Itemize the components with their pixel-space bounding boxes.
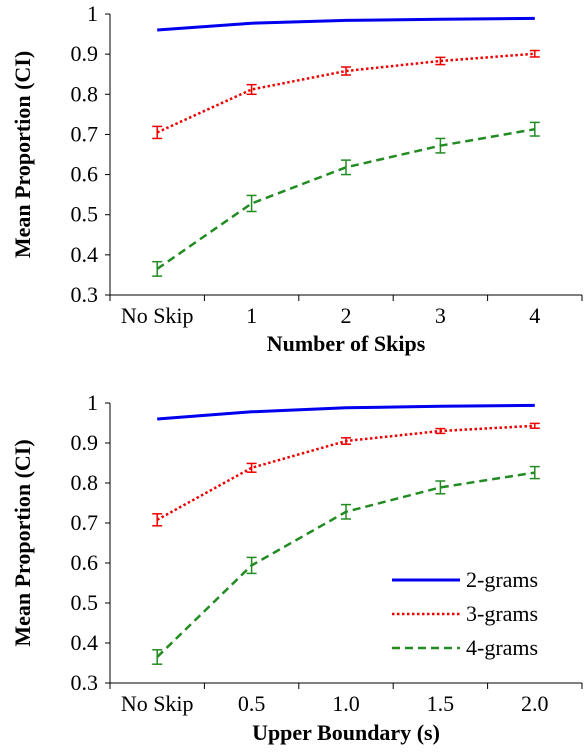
y-tick-label: 0.3 xyxy=(71,282,99,307)
series-line-2-grams xyxy=(157,16,535,32)
y-tick-label: 0.9 xyxy=(71,41,99,66)
y-tick-label: 0.6 xyxy=(71,550,99,575)
y-tick-label: 0.4 xyxy=(71,630,99,655)
y-tick-label: 0.8 xyxy=(71,470,99,495)
y-tick-label: 0.9 xyxy=(71,430,99,455)
x-tick-label: No Skip xyxy=(121,303,194,328)
legend-label: 2-grams xyxy=(466,567,538,592)
x-tick-label: 2.0 xyxy=(521,691,549,716)
y-tick-label: 0.4 xyxy=(71,242,99,267)
y-tick-label: 0.7 xyxy=(71,510,99,535)
x-tick-label: 2 xyxy=(341,303,352,328)
x-tick-label: 1.5 xyxy=(427,691,455,716)
x-tick-label: 1.0 xyxy=(332,691,360,716)
series-line-3-grams xyxy=(156,52,535,134)
y-tick-label: 0.5 xyxy=(71,202,99,227)
series-line-4-grams xyxy=(156,127,536,270)
y-tick-label: 0.7 xyxy=(71,121,99,146)
y-tick-label: 0.8 xyxy=(71,81,99,106)
y-axis-title: Mean Proportion (CI) xyxy=(10,51,35,258)
y-axis-title: Mean Proportion (CI) xyxy=(10,439,35,646)
y-tick-label: 0.3 xyxy=(71,670,99,695)
x-axis-title: Number of Skips xyxy=(267,331,426,356)
y-tick-label: 1 xyxy=(87,390,98,415)
x-tick-label: 0.5 xyxy=(238,691,266,716)
x-tick-label: No Skip xyxy=(121,691,194,716)
x-tick-label: 1 xyxy=(246,303,257,328)
x-axis-title: Upper Boundary (s) xyxy=(252,720,440,745)
legend-label: 3-grams xyxy=(466,601,538,626)
legend-label: 4-grams xyxy=(466,635,538,660)
x-tick-label: 4 xyxy=(529,303,540,328)
y-tick-label: 0.6 xyxy=(71,162,99,187)
series-line-4-grams xyxy=(156,471,535,658)
y-tick-label: 1 xyxy=(87,1,98,26)
y-tick-label: 0.5 xyxy=(71,590,99,615)
x-tick-label: 3 xyxy=(435,303,446,328)
series-line-2-grams xyxy=(157,403,535,421)
